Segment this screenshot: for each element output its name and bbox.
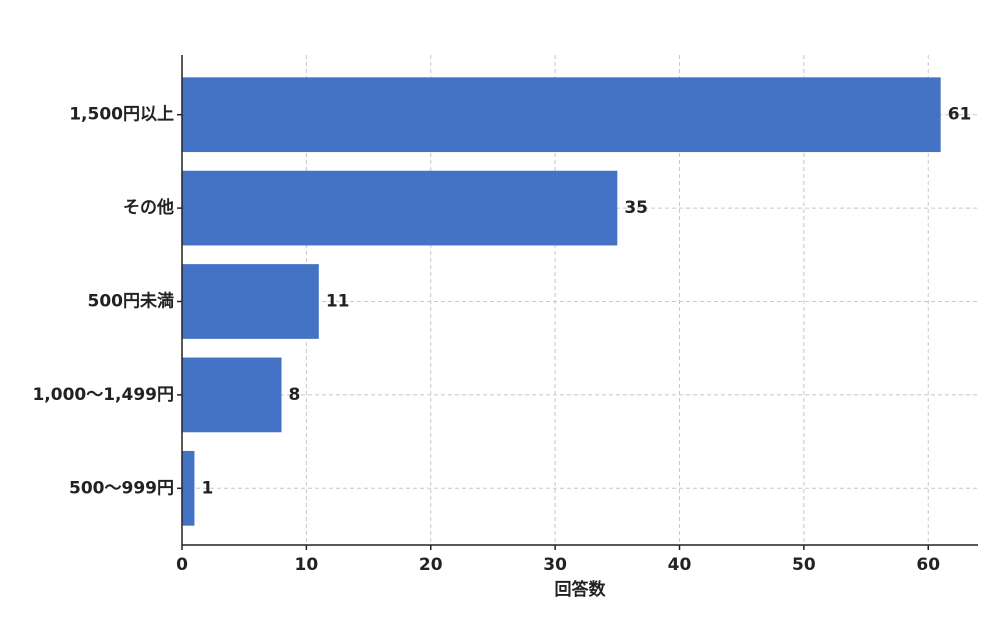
x-tick-label: 40: [668, 555, 692, 575]
bar: [182, 170, 618, 246]
x-tick-label: 0: [176, 555, 188, 575]
x-tick-label: 30: [543, 555, 567, 575]
y-tick-label: 500〜999円: [69, 478, 174, 498]
x-tick-label: 20: [419, 555, 443, 575]
y-tick-label: 1,500円以上: [69, 105, 174, 125]
value-label: 1: [201, 478, 213, 498]
x-tick-label: 50: [792, 555, 816, 575]
value-label: 61: [948, 105, 972, 125]
x-tick-label: 60: [916, 555, 940, 575]
y-tick-label: 1,000〜1,499円: [32, 385, 174, 405]
y-tick-label: 500円未満: [88, 291, 175, 312]
bar: [182, 264, 319, 339]
bar: [182, 77, 941, 153]
x-tick-label: 10: [295, 555, 319, 575]
x-axis-label: 回答数: [555, 579, 607, 600]
bar: [182, 357, 282, 433]
value-label: 11: [326, 292, 350, 312]
value-label: 8: [289, 385, 301, 405]
bar: [182, 450, 195, 526]
y-tick-label: その他: [123, 197, 174, 218]
value-label: 35: [624, 198, 648, 218]
